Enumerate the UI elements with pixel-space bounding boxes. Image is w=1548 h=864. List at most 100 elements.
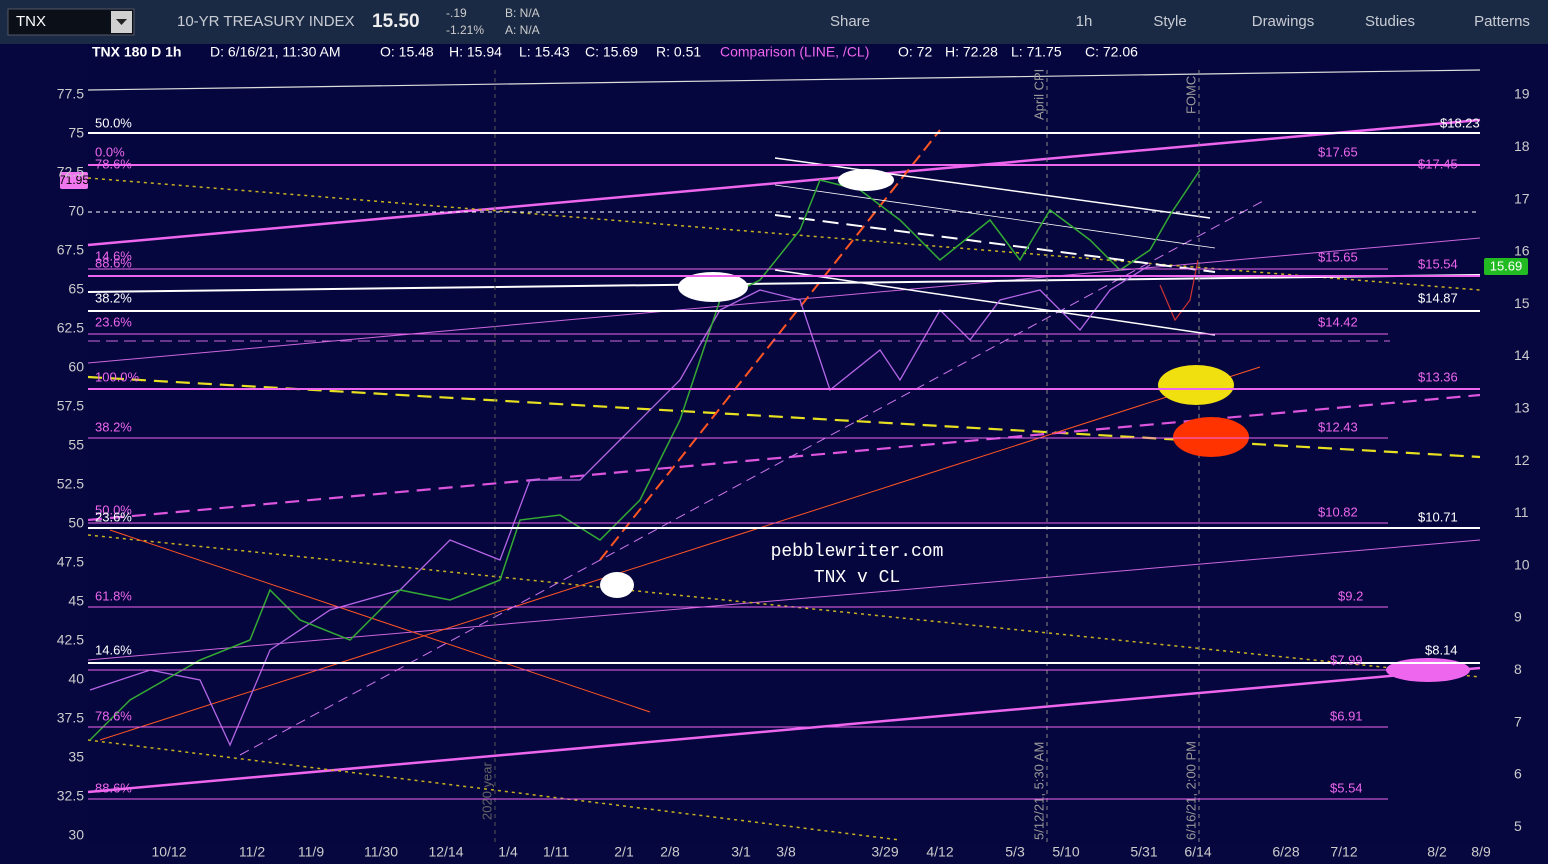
right-axis-label: 7: [1514, 713, 1522, 729]
price-label: $14.87: [1418, 290, 1458, 305]
fib-label: 88.6%: [95, 780, 132, 795]
left-axis-label: 40: [68, 671, 84, 687]
right-axis-label: 11: [1514, 504, 1529, 520]
price-label: $8.14: [1425, 642, 1458, 657]
ohlc: O: 15.48: [380, 44, 434, 60]
fib-label: 14.6%: [95, 248, 132, 263]
left-axis-label: 45: [68, 593, 84, 609]
right-axis-label: 19: [1514, 86, 1530, 102]
fib-label: 88.6%: [95, 255, 132, 270]
left-axis-label: 67.5: [57, 242, 84, 258]
x-axis-label: 1/4: [498, 844, 518, 860]
price-label: $6.91: [1330, 708, 1363, 723]
fomc-label: FOMC: [1183, 76, 1198, 114]
fib-label: 100.0%: [95, 369, 140, 384]
comparison-ohlc: L: 71.75: [1011, 44, 1062, 60]
drawings: [87, 69, 1481, 844]
last-tag-text: 15.69: [1490, 258, 1523, 273]
last-tag: [1484, 258, 1528, 275]
date: D: 6/16/21, 11:30 AM: [210, 44, 341, 60]
change: -.19: [446, 6, 467, 20]
ohlc: R: 0.51: [656, 44, 701, 60]
x-axis-label: 8/2: [1427, 844, 1447, 860]
right-axis-label: 14: [1514, 347, 1530, 363]
watermark: pebblewriter.com: [771, 542, 944, 562]
right-axis-label: 15: [1514, 295, 1530, 311]
x-axis-label: 2/8: [660, 844, 680, 860]
comparison-ohlc: O: 72: [898, 44, 932, 60]
x-axis-label: 11/2: [239, 844, 265, 860]
x-axis-label: 6/28: [1272, 844, 1299, 860]
left-axis-label: 37.5: [57, 710, 84, 726]
toolbar-button[interactable]: Studies: [1365, 13, 1415, 30]
price-label: $12.43: [1318, 419, 1358, 434]
x-axis-label: 3/8: [776, 844, 796, 860]
left-axis-label: 70: [68, 203, 84, 219]
symbol: TNX: [16, 13, 46, 30]
x-axis-label: 5/31: [1130, 844, 1157, 860]
ohlc: C: 15.69: [585, 44, 638, 60]
fib-label: 38.2%: [95, 290, 132, 305]
comparison-tag-text: 71.95: [59, 173, 89, 187]
price-label: $15.65: [1318, 249, 1358, 264]
last-price: 15.50: [372, 11, 420, 32]
left-axis-label: 65: [68, 281, 84, 297]
x-axis-label: 6/14: [1184, 844, 1211, 860]
left-axis-label: 75: [68, 125, 84, 141]
fib-label: 0.0%: [95, 144, 125, 159]
x-axis-label: 8/9: [1471, 844, 1491, 860]
left-axis-label: 72.5: [57, 164, 84, 180]
x-axis-label: 12/14: [428, 844, 463, 860]
toolbar-button[interactable]: 1h: [1076, 13, 1093, 30]
right-axis-label: 5: [1514, 818, 1522, 834]
toolbar-button[interactable]: Share: [830, 13, 870, 30]
toolbar-button[interactable]: Style: [1153, 13, 1186, 30]
price-label: $10.71: [1418, 509, 1458, 524]
toolbar-button[interactable]: Patterns: [1474, 13, 1530, 30]
right-axis-label: 6: [1514, 766, 1522, 782]
study-label: TNX 180 D 1h: [92, 44, 181, 60]
x-axis-label: 3/1: [731, 844, 751, 860]
fib-label: 78.6%: [95, 156, 132, 171]
price-label: $15.54: [1418, 256, 1458, 271]
watermark-subtitle: TNX v CL: [814, 568, 900, 588]
x-axis-label: 5/3: [1005, 844, 1025, 860]
fib-label: 23.6%: [95, 509, 132, 524]
price-label: $5.54: [1330, 780, 1363, 795]
left-axis-label: 35: [68, 749, 84, 765]
fib-label: 50.0%: [95, 115, 132, 130]
cpi-time: 5/12/21, 5:30 AM: [1031, 742, 1046, 840]
fib-label: 14.6%: [95, 642, 132, 657]
price-label: $17.65: [1318, 144, 1358, 159]
left-axis-label: 50: [68, 515, 84, 531]
comparison: Comparison (LINE, /CL): [720, 44, 869, 60]
toolbar-button[interactable]: Drawings: [1252, 13, 1315, 30]
price-label: $17.45: [1418, 156, 1458, 171]
price-label: $13.36: [1418, 369, 1458, 384]
fib-label: 50.0%: [95, 502, 132, 517]
x-axis-label: 5/10: [1052, 844, 1079, 860]
plot-area: [88, 44, 1480, 844]
x-axis-label: 10/12: [151, 844, 186, 860]
comparison-ohlc: C: 72.06: [1085, 44, 1138, 60]
left-axis-label: 32.5: [57, 788, 84, 804]
left-axis-label: 42.5: [57, 632, 84, 648]
x-axis-label: 3/29: [871, 844, 898, 860]
x-axis-label: 11/30: [364, 844, 398, 860]
toolbar: [0, 0, 1548, 44]
left-axis-label: 47.5: [57, 554, 84, 570]
right-axis-label: 18: [1514, 138, 1530, 154]
x-axis-label: 4/12: [926, 844, 953, 860]
left-axis-label: 55: [68, 437, 84, 453]
right-axis-label: 9: [1514, 609, 1522, 625]
year-label: 2020 year: [479, 762, 494, 820]
fib-label: 61.8%: [95, 588, 132, 603]
x-axis-label: 7/12: [1330, 844, 1357, 860]
x-axis-label: 2/1: [614, 844, 634, 860]
left-axis-label: 60: [68, 359, 84, 375]
left-axis-label: 52.5: [57, 476, 84, 492]
right-axis-label: 12: [1514, 452, 1530, 468]
right-axis-label: 13: [1514, 400, 1530, 416]
left-axis-label: 77.5: [57, 86, 84, 102]
